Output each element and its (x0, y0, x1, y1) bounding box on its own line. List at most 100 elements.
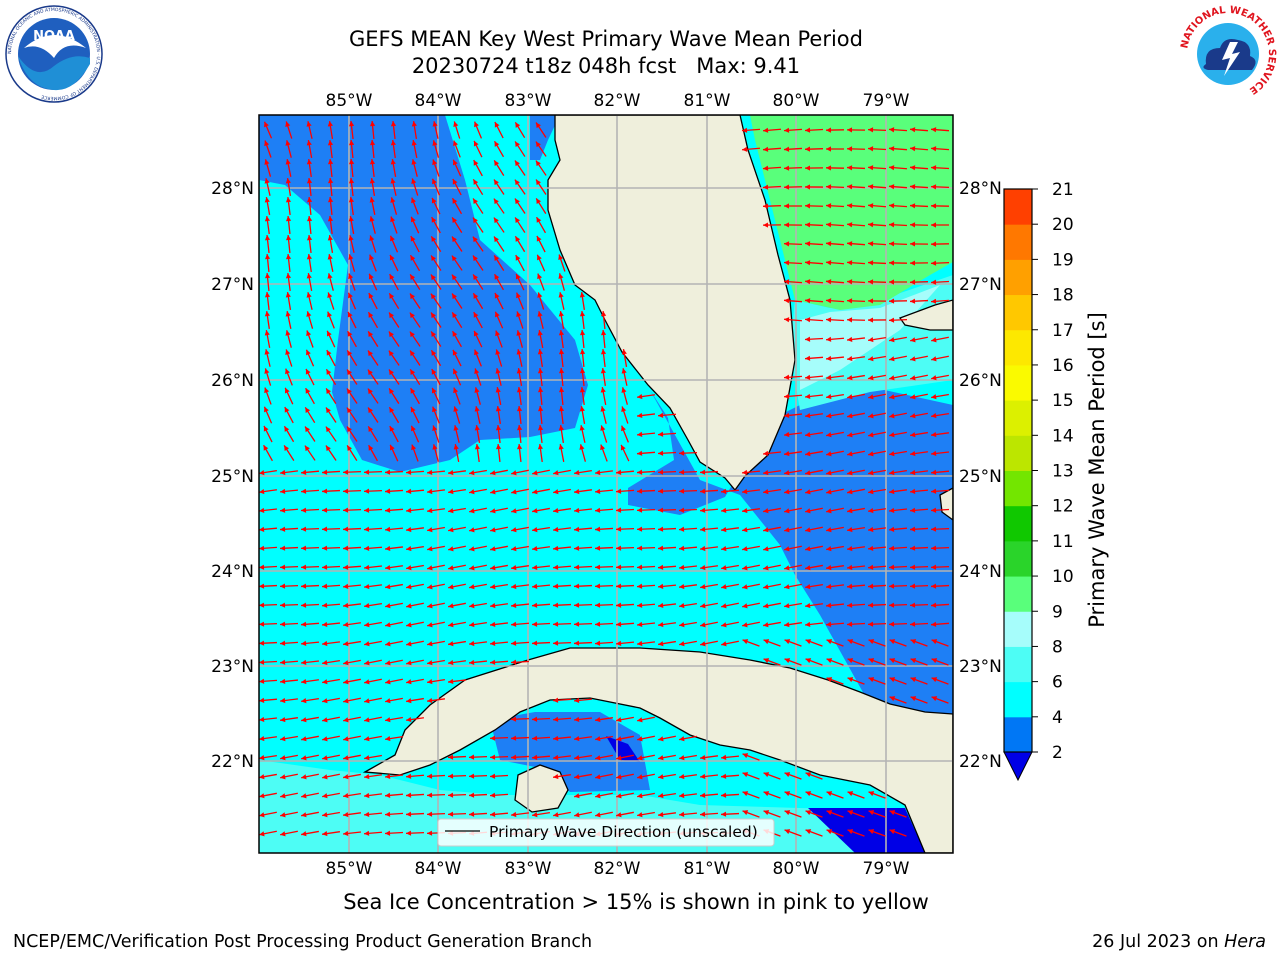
wave-arrow (489, 773, 509, 779)
wave-arrow (364, 735, 382, 742)
wave-arrow (930, 564, 950, 570)
colorbar-tick-label: 9 (1052, 602, 1063, 622)
wave-arrow (910, 336, 928, 343)
wave-arrow (930, 488, 950, 494)
wave-arrow (742, 810, 760, 818)
wave-arrow (804, 184, 824, 190)
wave-arrow (468, 640, 488, 647)
wave-arrow (909, 127, 929, 133)
wave-arrow (280, 773, 298, 780)
wave-arrow (343, 792, 361, 799)
wave-arrow (321, 621, 341, 628)
wave-arrow (469, 622, 487, 628)
wave-arrow (846, 165, 866, 171)
wave-arrow (409, 254, 421, 272)
wave-arrow (909, 564, 929, 570)
lon-labels-bottom: 85°W 84°W 83°W 82°W 81°W 80°W 79°W (326, 859, 910, 879)
wave-arrow (285, 349, 293, 367)
wave-arrow (285, 253, 292, 273)
wave-arrow (804, 355, 824, 361)
wave-arrow (784, 658, 802, 666)
wave-arrow (531, 754, 551, 760)
wave-arrow (389, 235, 399, 253)
wave-arrow (388, 312, 400, 328)
wave-arrow (805, 507, 823, 514)
wave-arrow (867, 127, 887, 133)
colorbar-extend-arrow (1003, 751, 1033, 782)
wave-arrow (388, 292, 400, 310)
wave-arrow (552, 697, 572, 703)
wave-arrow (678, 545, 698, 551)
wave-arrow (364, 754, 382, 761)
wave-arrow (301, 754, 319, 761)
wave-arrow (301, 811, 319, 818)
wave-arrow (930, 222, 950, 228)
wave-arrow (552, 716, 572, 722)
lat-label: 24°N (211, 562, 254, 582)
wave-arrow (264, 197, 271, 215)
wave-arrow (909, 545, 929, 551)
wave-arrow (783, 165, 803, 171)
wave-arrow (621, 425, 629, 443)
wave-arrow (699, 754, 719, 761)
wave-arrow (451, 236, 463, 252)
wave-arrow (511, 565, 529, 571)
wave-arrow (285, 121, 293, 139)
wave-arrow (493, 217, 505, 233)
wave-arrow (321, 564, 341, 570)
wave-arrow (410, 216, 420, 234)
wave-arrow (447, 792, 467, 798)
wave-arrow (616, 811, 634, 818)
lat-label: 22°N (211, 752, 254, 772)
wave-arrow (490, 469, 508, 476)
wave-arrow (826, 526, 844, 533)
wave-arrow (305, 349, 315, 367)
wave-arrow (615, 602, 635, 608)
wave-arrow (468, 811, 488, 817)
wave-arrow (327, 158, 334, 178)
wave-arrow (280, 830, 298, 837)
wave-arrow (306, 234, 313, 254)
wave-arrow (364, 716, 382, 723)
wave-arrow (678, 450, 698, 456)
wave-arrow (573, 564, 593, 570)
wave-arrow (741, 488, 761, 495)
wave-arrow (784, 791, 802, 799)
wave-arrow (679, 640, 697, 647)
wave-arrow (658, 773, 676, 780)
wave-arrow (406, 659, 424, 666)
wave-arrow (826, 677, 844, 685)
wave-arrow (552, 564, 572, 570)
wave-arrow (742, 583, 760, 590)
colorbar-tick-label: 21 (1052, 180, 1074, 200)
wave-arrow (343, 678, 361, 685)
wave-arrow (301, 735, 319, 742)
wave-arrow (804, 279, 824, 285)
wave-arrow (279, 659, 299, 665)
wave-arrow (868, 658, 886, 666)
wave-arrow (868, 639, 886, 647)
wave-arrow (447, 469, 467, 476)
wave-arrow (678, 526, 698, 532)
wave-arrow (300, 602, 320, 608)
wave-arrow (259, 735, 278, 742)
lat-label: 22°N (959, 752, 1002, 772)
wave-arrow (658, 792, 676, 799)
wave-arrow (468, 792, 488, 798)
lat-label: 27°N (959, 275, 1002, 295)
wave-arrow (657, 602, 677, 609)
wave-arrow (285, 292, 292, 310)
wave-arrow (700, 640, 718, 647)
wave-arrow (280, 811, 298, 818)
sea-band-2-4-gulf (259, 115, 588, 472)
wave-arrow (867, 298, 887, 304)
wave-arrow (390, 139, 397, 159)
wave-arrow (909, 279, 929, 285)
wave-arrow (657, 811, 677, 818)
wave-arrow (909, 507, 929, 513)
wave-arrow (300, 640, 320, 646)
lon-label: 82°W (594, 859, 641, 879)
colorbar-segment (1004, 189, 1032, 225)
wave-arrow (805, 431, 823, 438)
wave-arrow (285, 215, 292, 235)
